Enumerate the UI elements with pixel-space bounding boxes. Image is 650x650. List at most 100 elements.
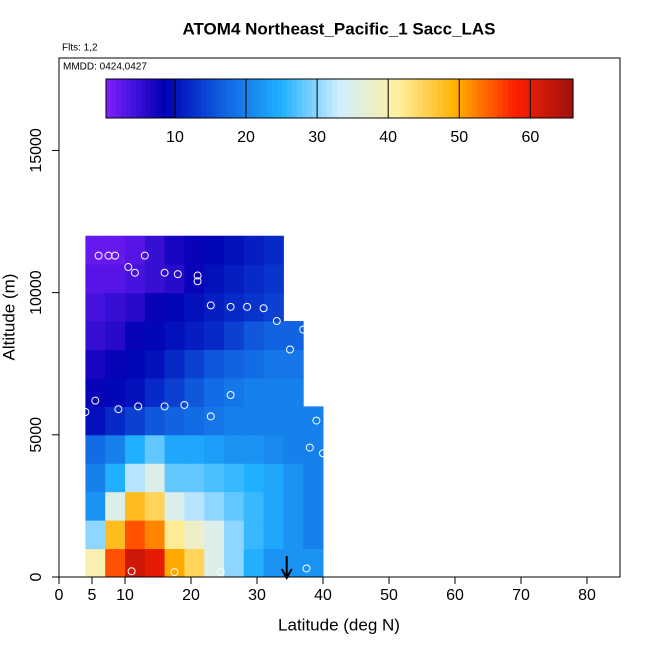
heat-cell [85, 292, 106, 322]
heat-cell [303, 463, 324, 493]
colorbar-swatch [196, 79, 203, 118]
colorbar-swatch [532, 79, 539, 118]
obs-point [173, 270, 182, 279]
heat-cell [263, 321, 284, 350]
heat-cell [243, 321, 265, 350]
heat-cell [164, 434, 185, 464]
colorbar-swatch [316, 79, 323, 118]
colorbar-swatch [422, 79, 428, 118]
colorbar-swatch [191, 79, 197, 118]
colorbar-swatch [497, 79, 504, 118]
colorbar-swatch [156, 79, 162, 118]
heat-cell [144, 520, 166, 550]
colorbar-swatch [362, 79, 368, 118]
colorbar-swatch [512, 79, 519, 118]
colorbar-swatch [216, 79, 223, 118]
heat-cell [144, 463, 166, 493]
heat-cell [164, 349, 185, 379]
obs-point [111, 251, 120, 260]
heat-cell [224, 463, 245, 493]
colorbar-swatch [437, 79, 444, 118]
heat-cell [105, 463, 126, 493]
heat-cell [164, 548, 185, 578]
colorbar-swatch [342, 79, 348, 118]
heat-cell [263, 463, 284, 493]
colorbar-swatch [276, 79, 283, 118]
heat-cell [85, 434, 106, 464]
colorbar-swatch [397, 79, 403, 118]
colorbar-swatch [246, 79, 253, 118]
obs-point [319, 449, 327, 458]
heat-cell [144, 235, 166, 265]
obs-point [124, 263, 133, 272]
heat-cell [204, 463, 225, 493]
heat-cell [224, 434, 245, 464]
heat-cell [263, 292, 284, 322]
heat-cell [243, 463, 265, 493]
colorbar-swatch [181, 79, 187, 118]
colorbar-swatch [522, 79, 529, 118]
heat-cell [243, 520, 265, 550]
heat-cell [283, 349, 304, 379]
colorbar-swatch [507, 79, 514, 118]
colorbar-swatch [241, 79, 248, 118]
colorbar-swatch [482, 79, 489, 118]
heat-cell [224, 548, 245, 578]
heat-cell [243, 349, 265, 379]
heat-cell [125, 406, 146, 436]
colorbar-swatch [201, 79, 208, 118]
dates-note: MMDD: 0424,0427 [63, 62, 147, 73]
heat-cell [263, 235, 284, 265]
colorbar-swatch [367, 79, 373, 118]
obs-point [312, 331, 321, 340]
heat-cell [105, 321, 126, 350]
heat-cell [283, 377, 304, 407]
heat-cell [164, 463, 185, 493]
colorbar-swatch [206, 79, 213, 118]
heat-cell [164, 491, 185, 521]
heat-cell [243, 235, 265, 265]
colorbar-swatch [547, 79, 554, 118]
heat-cell [263, 520, 284, 550]
heat-cell [164, 292, 185, 322]
colorbar-swatch [136, 79, 142, 118]
colorbar-swatch [116, 79, 122, 118]
colorbar-swatch [321, 79, 328, 118]
heat-cell [144, 548, 166, 578]
colorbar-swatch [251, 79, 258, 118]
heat-cell [184, 235, 205, 265]
colorbar-swatch [146, 79, 152, 118]
heat-cell [125, 235, 146, 265]
colorbar-swatch [296, 79, 303, 118]
heat-cell [224, 349, 245, 379]
heat-cell [224, 264, 245, 294]
heat-cell [243, 264, 265, 294]
heat-cell [204, 491, 225, 521]
colorbar-swatch [256, 79, 263, 118]
x-tick-label: 30 [248, 587, 266, 604]
heat-cell [85, 377, 106, 407]
colorbar-swatch [442, 79, 449, 118]
colorbar-tick-label: 30 [308, 129, 326, 146]
colorbar-swatch [447, 79, 454, 118]
heat-cell [105, 292, 126, 322]
colorbar-swatch [306, 79, 313, 118]
colorbar-swatch [457, 79, 464, 118]
heat-cell [164, 235, 185, 265]
heat-cell [283, 406, 304, 436]
obs-point [299, 325, 308, 334]
obs-point [94, 251, 103, 260]
heat-cell [263, 434, 284, 464]
heat-cell [184, 520, 205, 550]
colorbar-tick-label: 60 [521, 129, 539, 146]
heat-cell [204, 264, 225, 294]
colorbar-swatch [472, 79, 479, 118]
obs-point [259, 304, 268, 313]
obs-point [170, 568, 179, 577]
obs-point [286, 345, 294, 354]
obs-point [206, 301, 215, 310]
heat-cell [164, 377, 185, 407]
heat-cell [125, 520, 146, 550]
heat-cell [85, 548, 106, 578]
colorbar-swatch [126, 79, 132, 118]
